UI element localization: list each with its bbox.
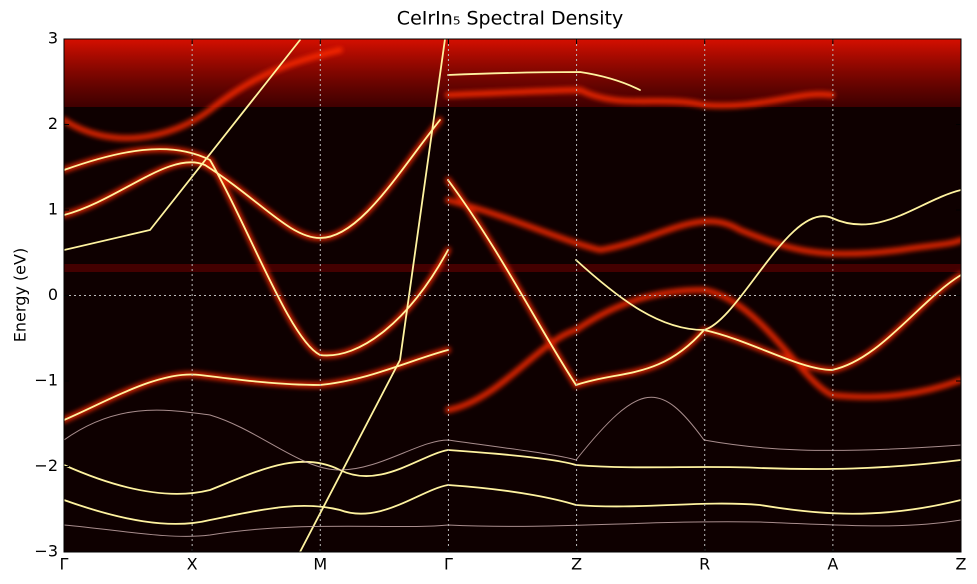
x-tick-label: Γ bbox=[444, 555, 453, 574]
x-tick-label: A bbox=[827, 555, 838, 574]
y-axis-label: Energy (eV) bbox=[11, 248, 30, 342]
y-tick-label: −2 bbox=[34, 456, 58, 475]
x-tick-label: X bbox=[187, 555, 198, 574]
x-tick-label: R bbox=[699, 555, 710, 574]
y-tick-label: −3 bbox=[34, 542, 58, 561]
y-tick-label: −1 bbox=[34, 371, 58, 390]
y-tick-label: 3 bbox=[48, 29, 58, 48]
y-tick-label: 0 bbox=[48, 285, 58, 304]
x-tick-label: Z bbox=[956, 555, 967, 574]
spectral-image bbox=[64, 39, 961, 552]
chart-title: CeIrIn₅ Spectral Density bbox=[397, 8, 623, 30]
x-tick-label: Z bbox=[571, 555, 582, 574]
y-tick-label: 1 bbox=[48, 200, 58, 219]
y-tick-label: 2 bbox=[48, 114, 58, 133]
axes: −3 −2 −1 0 1 2 3 Γ X M Γ Z R A Z bbox=[34, 29, 966, 574]
x-tick-label: Γ bbox=[60, 555, 69, 574]
x-tick-label: M bbox=[313, 555, 327, 574]
